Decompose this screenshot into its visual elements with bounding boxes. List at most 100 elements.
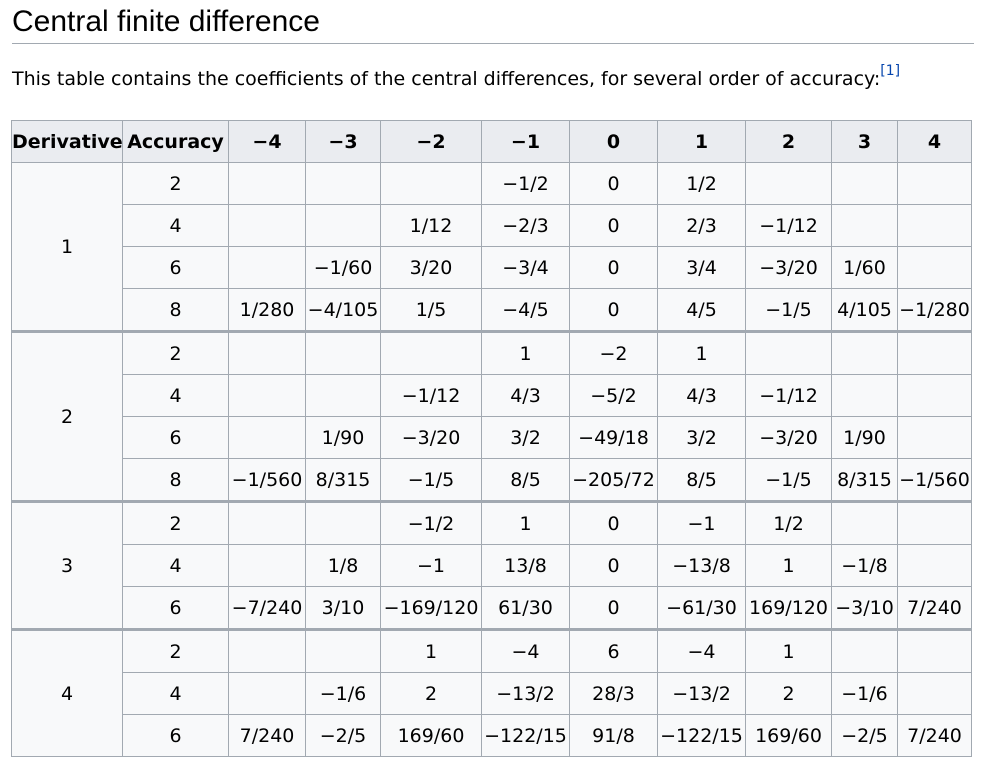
coefficient-cell: −49/18: [569, 416, 658, 459]
coefficient-cell: 4/5: [657, 288, 746, 332]
coefficient-cell: [831, 628, 898, 673]
coefficient-cell: [897, 416, 972, 459]
reference-link[interactable]: [1]: [880, 62, 901, 79]
coefficient-cell: −1: [380, 544, 482, 587]
accuracy-cell: 2: [122, 628, 229, 673]
coefficient-cell: 4/3: [657, 374, 746, 417]
derivative-cell: 4: [11, 628, 123, 757]
coefficient-cell: −13/2: [657, 672, 746, 715]
column-header: 4: [897, 120, 972, 163]
coefficient-cell: −1/6: [831, 672, 898, 715]
accuracy-cell: 8: [122, 288, 229, 332]
coefficient-cell: 1/8: [305, 544, 381, 587]
coefficient-cell: [228, 162, 306, 205]
coefficient-cell: −1: [657, 500, 746, 545]
coefficient-cell: [380, 330, 482, 375]
table-row: 3 2 −1/2 1 0 −1 1/2: [11, 500, 972, 630]
coefficient-cell: [897, 374, 972, 417]
coefficient-cell: 3/2: [657, 416, 746, 459]
coefficient-cell: −2/3: [481, 204, 570, 247]
coefficient-cell: −4/105: [305, 288, 381, 332]
coefficient-cell: 6: [569, 628, 658, 673]
coefficients-table: Derivative Accuracy −4 −3 −2 −1 0 1 2 3 4 1 2 −1/2 0 1…: [11, 120, 972, 757]
column-header: −2: [380, 120, 482, 163]
coefficient-cell: [897, 330, 972, 375]
accuracy-cell: 2: [122, 330, 229, 375]
table-row: 6 −7/240 3/10 −169/120 61/30 0 −61/30 169/120 −3…: [12, 586, 972, 630]
coefficient-cell: [305, 204, 381, 247]
coefficient-cell: −1/60: [305, 246, 381, 289]
coefficient-cell: −205/72: [569, 458, 658, 502]
coefficient-cell: 3/4: [657, 246, 746, 289]
coefficient-cell: −5/2: [569, 374, 658, 417]
derivative-cell: 2: [11, 330, 123, 502]
coefficient-cell: −1/560: [897, 458, 972, 502]
table-row: 1 2 −1/2 0 1/2: [11, 162, 972, 332]
derivative-cell: 1: [11, 162, 123, 332]
coefficient-cell: −3/10: [831, 586, 898, 630]
coefficient-cell: [228, 500, 306, 545]
coefficient-cell: −1/12: [745, 204, 832, 247]
table-row: 4 −1/6 2 −13/2 28/3 −13/2 2 −1/6: [12, 672, 972, 715]
column-header: Derivative: [11, 120, 123, 163]
page-title: Central finite difference: [12, 4, 974, 44]
coefficient-cell: [228, 628, 306, 673]
table-row: 6 −1/60 3/20 −3/4 0 3/4 −3/20 1/60: [12, 246, 972, 289]
coefficient-cell: 3/10: [305, 586, 381, 630]
accuracy-cell: 4: [122, 204, 229, 247]
coefficient-cell: 1/280: [228, 288, 306, 332]
coefficient-cell: 1/12: [380, 204, 482, 247]
coefficient-cell: 169/60: [380, 714, 482, 757]
coefficient-cell: [305, 162, 381, 205]
coefficient-cell: [897, 204, 972, 247]
coefficient-cell: −1/5: [380, 458, 482, 502]
coefficient-cell: [831, 204, 898, 247]
coefficient-cell: −1/6: [305, 672, 381, 715]
coefficient-cell: 0: [569, 162, 658, 205]
column-header: Accuracy: [122, 120, 229, 163]
coefficient-cell: [897, 246, 972, 289]
coefficient-cell: −1/2: [481, 162, 570, 205]
coefficient-cell: [831, 162, 898, 205]
coefficient-cell: 2: [745, 672, 832, 715]
coefficient-cell: [831, 500, 898, 545]
coefficient-cell: 0: [569, 544, 658, 587]
coefficient-cell: 1/60: [831, 246, 898, 289]
coefficient-cell: 8/315: [305, 458, 381, 502]
coefficient-cell: 8/5: [481, 458, 570, 502]
accuracy-cell: 6: [122, 586, 229, 630]
accuracy-cell: 4: [122, 672, 229, 715]
coefficient-cell: [831, 330, 898, 375]
coefficient-cell: [228, 374, 306, 417]
coefficient-cell: 1: [745, 628, 832, 673]
coefficient-cell: −3/20: [745, 416, 832, 459]
coefficient-cell: −4: [481, 628, 570, 673]
coefficient-cell: 8/5: [657, 458, 746, 502]
coefficient-cell: 1: [481, 500, 570, 545]
coefficient-cell: −1/12: [745, 374, 832, 417]
coefficient-cell: −122/15: [657, 714, 746, 757]
accuracy-cell: 4: [122, 544, 229, 587]
table-row: 4 1/8 −1 13/8 0 −13/8 1 −1/8: [12, 544, 972, 587]
coefficient-cell: 8/315: [831, 458, 898, 502]
coefficient-cell: 1/5: [380, 288, 482, 332]
accuracy-cell: 6: [122, 714, 229, 757]
coefficient-cell: 91/8: [569, 714, 658, 757]
coefficient-cell: [897, 628, 972, 673]
coefficient-cell: 1/2: [745, 500, 832, 545]
coefficient-cell: −1/560: [228, 458, 306, 502]
column-header: −4: [228, 120, 306, 163]
coefficient-cell: −1/5: [745, 458, 832, 502]
table-header-row: Derivative Accuracy −4 −3 −2 −1 0 1 2 3 4: [11, 120, 972, 163]
coefficient-cell: [305, 628, 381, 673]
column-header: 2: [745, 120, 832, 163]
coefficient-cell: −1/280: [897, 288, 972, 332]
column-header: −1: [481, 120, 570, 163]
coefficient-cell: 1: [380, 628, 482, 673]
coefficient-cell: 3/2: [481, 416, 570, 459]
coefficient-cell: [831, 374, 898, 417]
column-header: 0: [569, 120, 658, 163]
coefficient-cell: 7/240: [228, 714, 306, 757]
coefficient-cell: −122/15: [481, 714, 570, 757]
coefficient-cell: 2: [380, 672, 482, 715]
